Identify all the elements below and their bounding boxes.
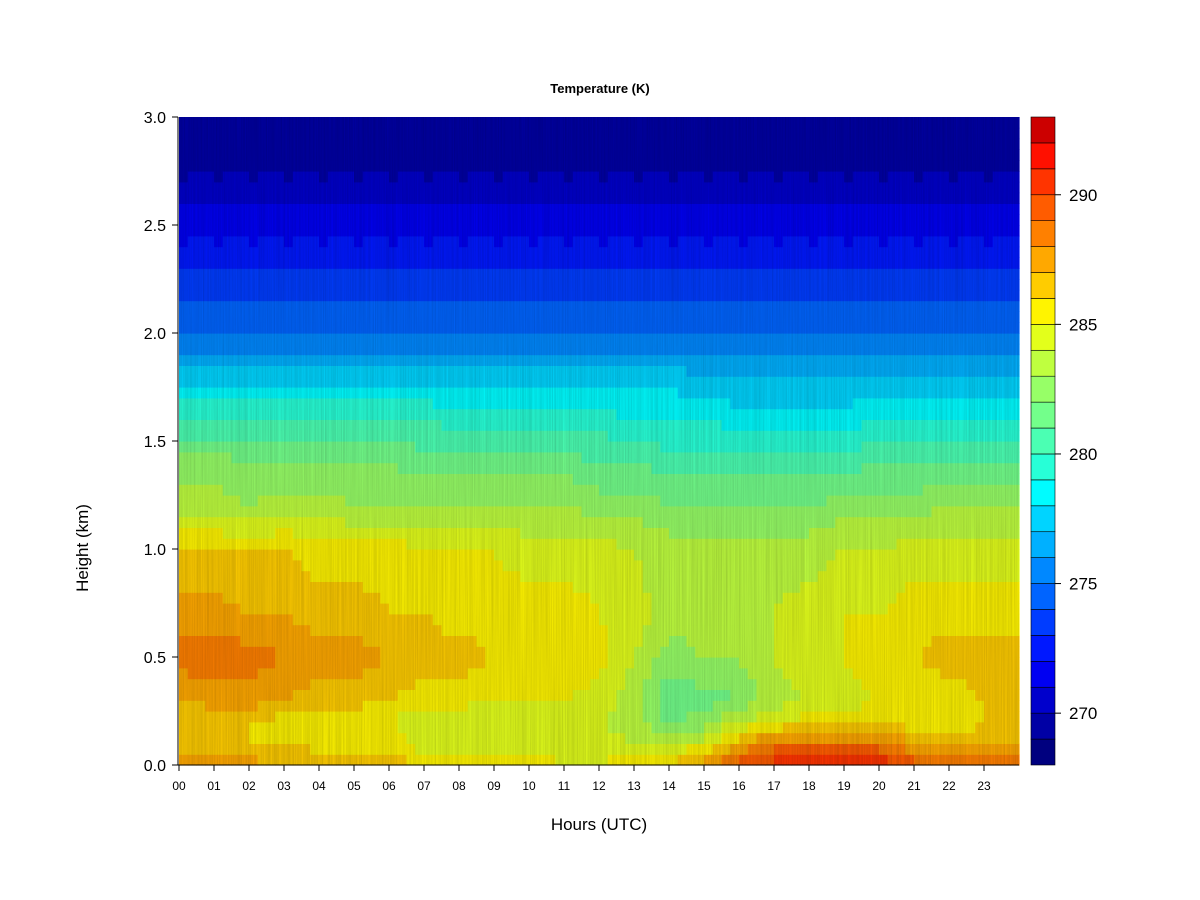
chart-title: Temperature (K) <box>550 81 649 96</box>
plot-area <box>179 117 1020 766</box>
